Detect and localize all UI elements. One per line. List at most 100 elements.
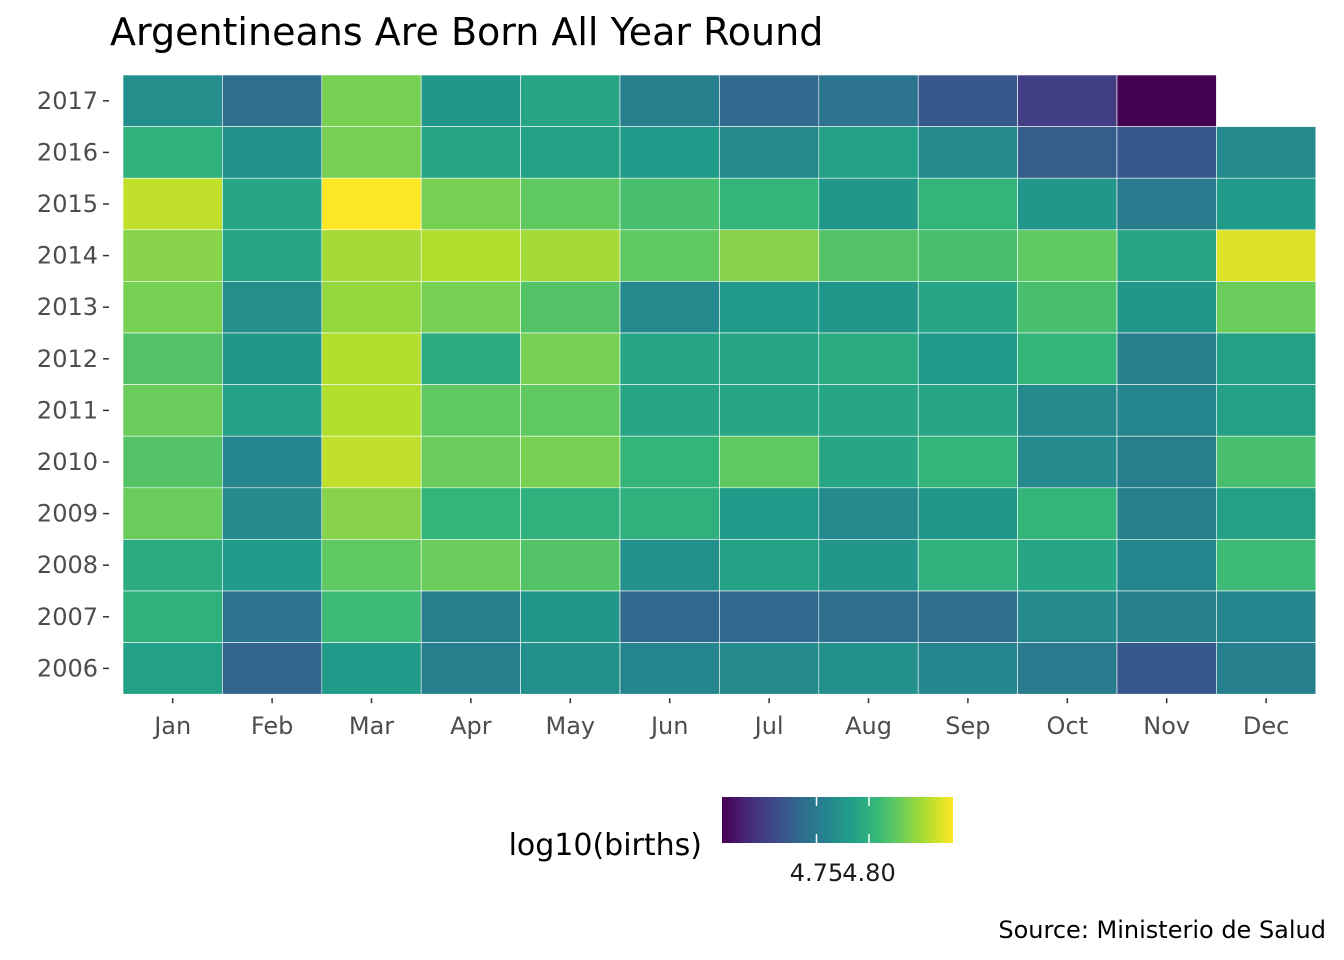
heatmap-cell-2012-aug [818, 332, 919, 385]
heatmap-cell-2013-apr [420, 281, 521, 334]
heatmap-cell-2006-jul [719, 642, 820, 695]
heatmap-cell-2008-mar [321, 539, 422, 592]
heatmap-cell-2011-nov [1116, 384, 1217, 437]
heatmap-cell-2008-apr [420, 539, 521, 592]
y-tick-label: 2014 [37, 242, 98, 270]
heatmap-cell-2006-nov [1116, 642, 1217, 695]
heatmap-cell-2013-jul [719, 281, 820, 334]
heatmap-cell-2014-sep [917, 229, 1018, 282]
y-tick-label: 2010 [37, 448, 98, 476]
heatmap-cell-2007-feb [222, 590, 323, 643]
heatmap-cell-2011-aug [818, 384, 919, 437]
heatmap-cell-2008-dec [1216, 539, 1317, 592]
legend-colorbar [722, 797, 953, 843]
heatmap-cell-2012-may [520, 332, 621, 385]
heatmap-cell-2011-oct [1017, 384, 1118, 437]
y-tick-label: 2013 [37, 293, 98, 321]
heatmap-cell-2015-nov [1116, 177, 1217, 231]
heatmap-cell-2017-mar [321, 74, 422, 127]
heatmap-cell-2007-jan [122, 590, 223, 643]
y-tick-label: 2015 [37, 190, 98, 218]
y-tick-label: 2012 [37, 345, 98, 373]
heatmap-cell-2016-dec [1216, 126, 1317, 179]
heatmap-cell-2009-oct [1017, 487, 1118, 540]
heatmap-cell-2009-jun [619, 487, 720, 540]
heatmap-cell-2014-mar [321, 229, 422, 282]
heatmap-cell-2014-jun [619, 229, 720, 282]
heatmap-cell-2015-sep [917, 177, 1018, 231]
heatmap-cell-2010-sep [917, 435, 1018, 489]
heatmap-cell-2013-feb [222, 281, 323, 334]
heatmap-cell-2007-aug [818, 590, 919, 643]
x-tick-label: Oct [1047, 712, 1089, 740]
heatmap-cell-2012-jul [719, 332, 820, 385]
heatmap-cell-2008-oct [1017, 539, 1118, 592]
x-tick-label: Jul [753, 712, 784, 740]
heatmap-cell-2013-jan [122, 281, 223, 334]
heatmap-cell-2010-apr [420, 435, 521, 489]
heatmap-cell-2008-jul [719, 539, 820, 592]
heatmap-cell-2016-oct [1017, 126, 1118, 179]
heatmap-cell-2012-apr [420, 332, 521, 385]
heatmap-cell-2007-jul [719, 590, 820, 643]
heatmap-cell-2014-jul [719, 229, 820, 282]
heatmap-cell-2014-oct [1017, 229, 1118, 282]
heatmap-cell-2007-sep [917, 590, 1018, 643]
heatmap-cell-2015-may [520, 177, 621, 231]
heatmap-cell-2012-feb [222, 332, 323, 385]
legend-tick-label: 4.75 [790, 859, 843, 887]
heatmap-cell-2006-dec [1216, 642, 1317, 695]
heatmap-cell-2009-apr [420, 487, 521, 540]
heatmap-cell-2015-dec [1216, 177, 1317, 231]
heatmap-cell-2016-jul [719, 126, 820, 179]
heatmap-cell-2008-may [520, 539, 621, 592]
y-tick-label: 2016 [37, 138, 98, 166]
heatmap-cell-2015-oct [1017, 177, 1118, 231]
heatmap-cell-2008-jan [122, 539, 223, 592]
heatmap-cell-2013-sep [917, 281, 1018, 334]
heatmap-cell-2008-nov [1116, 539, 1217, 592]
y-tick-label: 2017 [37, 87, 98, 115]
heatmap-cell-2006-mar [321, 642, 422, 695]
chart-caption: Source: Ministerio de Salud [998, 916, 1326, 944]
heatmap-cell-2011-may [520, 384, 621, 437]
heatmap-cell-2010-jun [619, 435, 720, 489]
y-axis: 2017 2016 2015 2014 2013 2012 2011 2010 2009 2008… [37, 87, 109, 682]
heatmap-cell-2016-aug [818, 126, 919, 179]
heatmap-cell-2012-jun [619, 332, 720, 385]
heatmap-cell-2014-apr [420, 229, 521, 282]
heatmap-cell-2007-jun [619, 590, 720, 643]
heatmap-cell-2006-apr [420, 642, 521, 695]
y-tick-label: 2006 [37, 654, 98, 682]
x-tick-label: Aug [845, 712, 892, 740]
heatmap-cell-2009-feb [222, 487, 323, 540]
heatmap-cell-2010-dec [1216, 435, 1317, 489]
heatmap-cell-2008-jun [619, 539, 720, 592]
heatmap-cell-2015-jan [122, 177, 223, 231]
heatmap-cell-2010-feb [222, 435, 323, 489]
heatmap-cell-2006-feb [222, 642, 323, 695]
heatmap-cell-2009-jul [719, 487, 820, 540]
heatmap-cell-2011-dec [1216, 384, 1317, 437]
heatmap-cell-2006-jan [122, 642, 223, 695]
x-tick-label: Mar [349, 712, 394, 740]
y-tick-label: 2007 [37, 603, 98, 631]
heatmap-cell-2017-aug [818, 74, 919, 127]
heatmap-cell-2012-oct [1017, 332, 1118, 385]
heatmap-cell-2009-nov [1116, 487, 1217, 540]
heatmap-cell-2012-sep [917, 332, 1018, 385]
heatmap-cell-2013-may [520, 281, 621, 334]
x-tick-label: Sep [945, 712, 990, 740]
y-tick-label: 2008 [37, 551, 98, 579]
heatmap-cell-2007-nov [1116, 590, 1217, 643]
heatmap-cell-2007-dec [1216, 590, 1317, 643]
heatmap-cell-2013-mar [321, 281, 422, 334]
heatmap-cell-2016-feb [222, 126, 323, 179]
heatmap-cell-2017-jun [619, 74, 720, 127]
x-tick-label: Dec [1243, 712, 1289, 740]
heatmap-cell-2015-jun [619, 177, 720, 231]
heatmap-cell-2016-mar [321, 126, 422, 179]
heatmap-cell-2009-dec [1216, 487, 1317, 540]
heatmap-cell-2014-aug [818, 229, 919, 282]
